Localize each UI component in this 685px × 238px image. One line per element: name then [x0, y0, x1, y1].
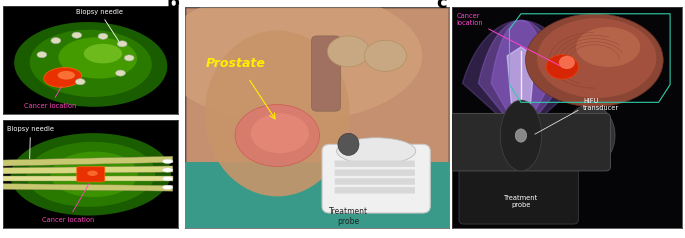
Circle shape [75, 79, 85, 85]
Text: Cancer location: Cancer location [42, 183, 94, 223]
Circle shape [124, 55, 134, 61]
Text: b: b [166, 0, 179, 12]
Text: Treatment
probe: Treatment probe [329, 207, 368, 226]
Text: Cancer
location: Cancer location [457, 13, 560, 66]
Ellipse shape [58, 37, 137, 79]
Ellipse shape [564, 104, 615, 167]
Polygon shape [478, 20, 564, 135]
FancyBboxPatch shape [322, 144, 430, 213]
Ellipse shape [537, 18, 656, 98]
Text: Prostate: Prostate [206, 57, 266, 70]
FancyBboxPatch shape [335, 169, 415, 176]
Ellipse shape [251, 113, 309, 153]
Polygon shape [507, 47, 535, 135]
Ellipse shape [205, 30, 350, 196]
Ellipse shape [162, 159, 173, 164]
Ellipse shape [576, 27, 640, 67]
Ellipse shape [29, 30, 152, 97]
Ellipse shape [51, 152, 138, 197]
Ellipse shape [162, 168, 173, 172]
Ellipse shape [500, 100, 542, 171]
Polygon shape [0, 183, 173, 191]
Ellipse shape [162, 177, 173, 181]
Ellipse shape [336, 138, 416, 164]
Ellipse shape [235, 104, 319, 167]
FancyBboxPatch shape [312, 36, 340, 111]
Ellipse shape [162, 185, 173, 189]
FancyBboxPatch shape [335, 160, 415, 167]
FancyBboxPatch shape [335, 178, 415, 185]
Ellipse shape [14, 22, 167, 107]
Text: HIFU
transducer: HIFU transducer [583, 98, 619, 111]
Polygon shape [462, 20, 580, 135]
FancyBboxPatch shape [185, 7, 449, 228]
Ellipse shape [364, 40, 406, 71]
Circle shape [98, 33, 108, 39]
FancyBboxPatch shape [77, 167, 105, 182]
Ellipse shape [58, 71, 75, 79]
Polygon shape [0, 166, 173, 174]
Circle shape [72, 32, 82, 38]
Ellipse shape [10, 133, 171, 216]
Polygon shape [0, 176, 173, 182]
Text: c: c [436, 0, 447, 12]
Ellipse shape [87, 171, 98, 176]
FancyBboxPatch shape [436, 113, 610, 171]
Ellipse shape [26, 142, 155, 207]
Polygon shape [0, 156, 173, 166]
Circle shape [51, 38, 61, 44]
Ellipse shape [515, 129, 527, 142]
Ellipse shape [546, 55, 578, 79]
Circle shape [116, 70, 125, 76]
Ellipse shape [338, 133, 359, 155]
Ellipse shape [84, 44, 122, 63]
Ellipse shape [44, 68, 82, 87]
Text: Biopsy needle: Biopsy needle [7, 126, 54, 159]
Text: Biopsy needle: Biopsy needle [76, 9, 123, 41]
Circle shape [117, 41, 127, 47]
Ellipse shape [559, 56, 575, 69]
Text: Treatment
probe: Treatment probe [504, 195, 538, 208]
FancyBboxPatch shape [335, 187, 415, 193]
Text: Cancer location: Cancer location [25, 86, 77, 109]
Ellipse shape [327, 36, 370, 67]
FancyBboxPatch shape [459, 153, 578, 224]
Circle shape [37, 52, 47, 58]
Ellipse shape [525, 14, 663, 107]
FancyBboxPatch shape [452, 7, 682, 228]
Ellipse shape [159, 0, 422, 122]
FancyBboxPatch shape [179, 162, 454, 233]
Polygon shape [491, 20, 551, 135]
